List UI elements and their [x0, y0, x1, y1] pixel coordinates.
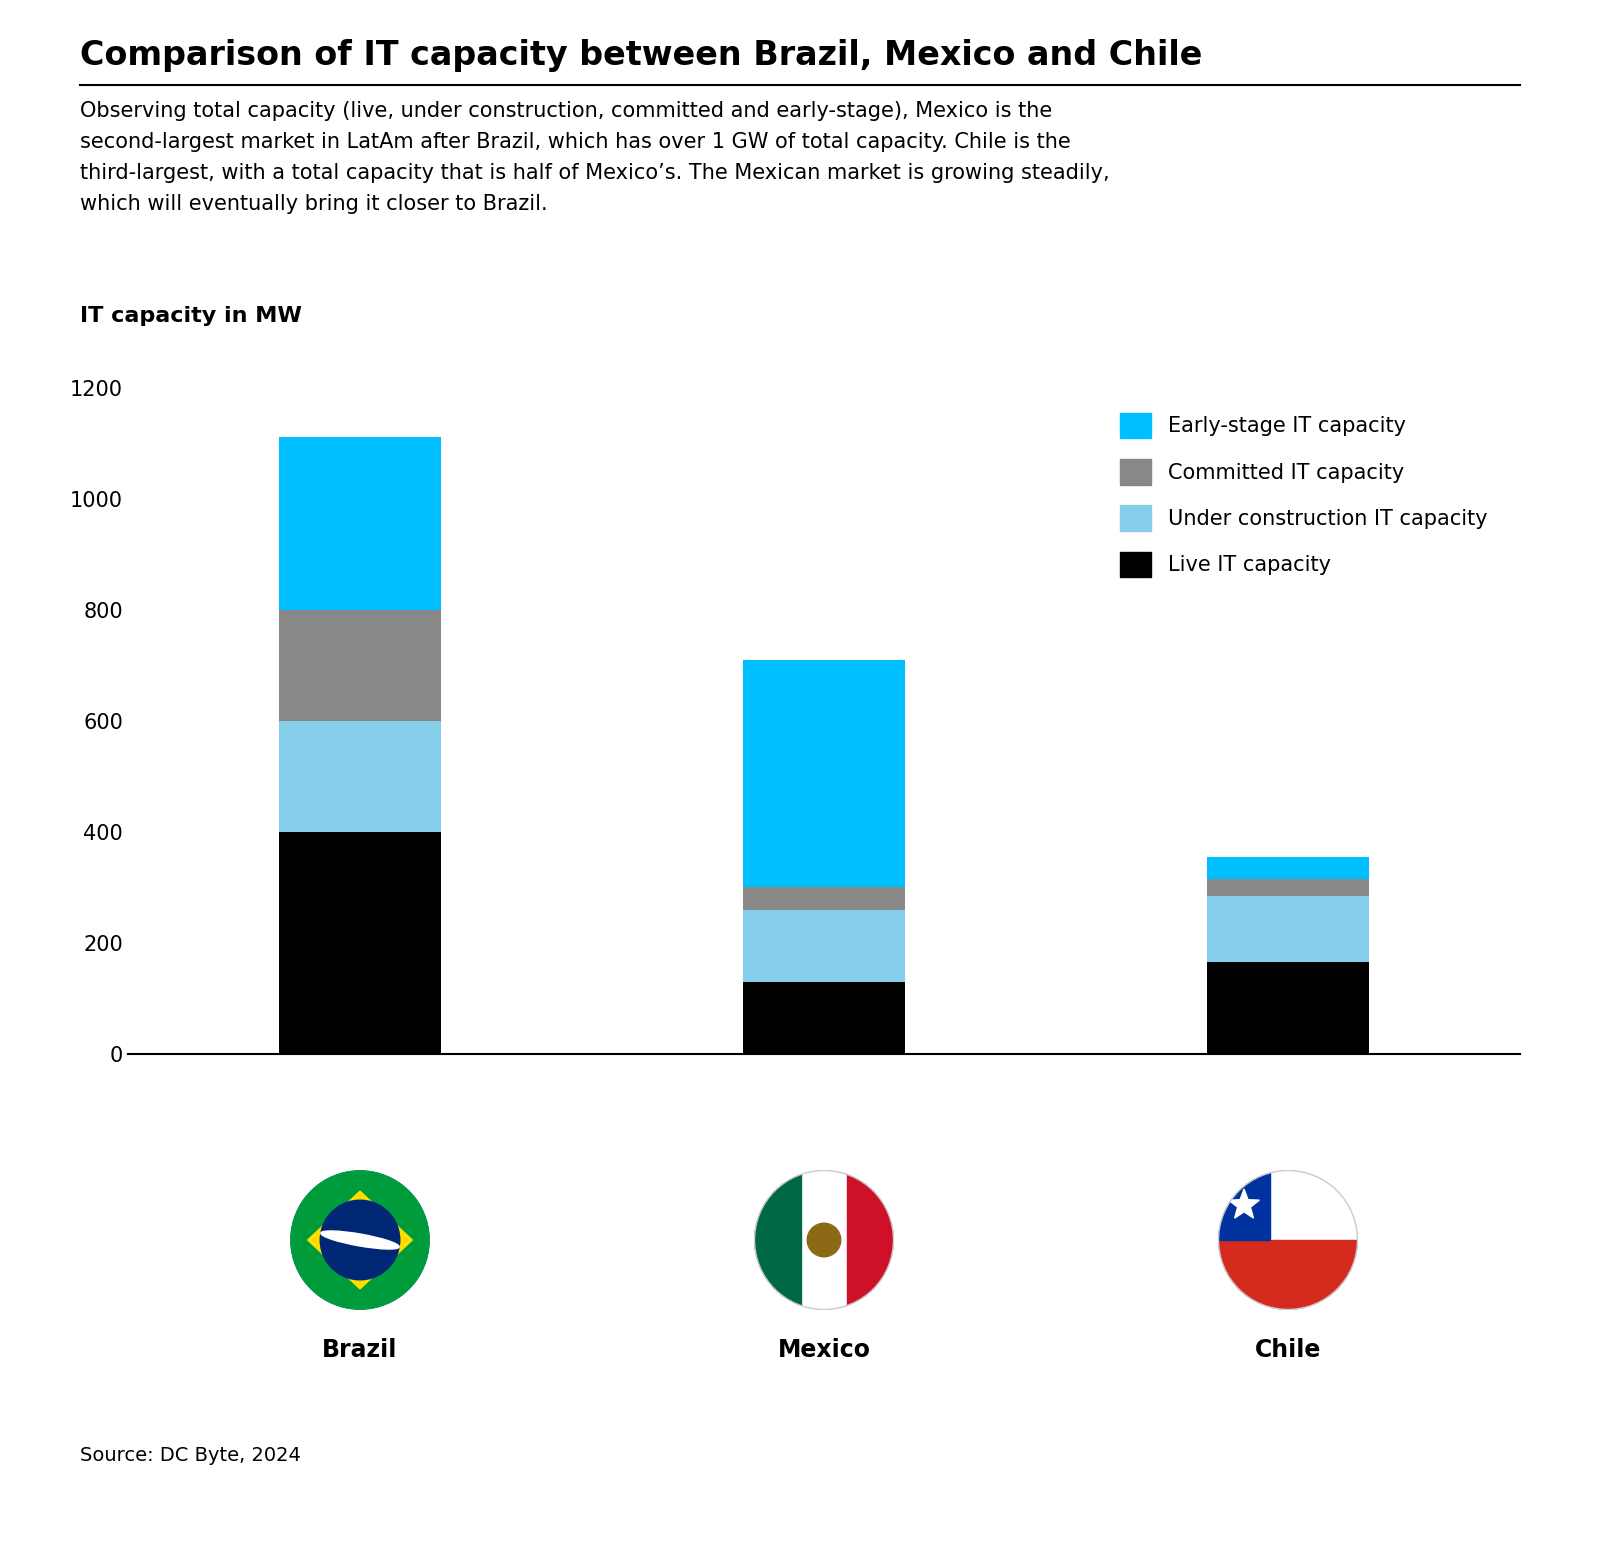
- Circle shape: [808, 1223, 840, 1257]
- Legend: Early-stage IT capacity, Committed IT capacity, Under construction IT capacity, : Early-stage IT capacity, Committed IT ca…: [1112, 405, 1496, 586]
- Text: IT capacity in MW: IT capacity in MW: [80, 305, 302, 326]
- Bar: [1218, 1240, 1358, 1310]
- Text: Observing total capacity (live, under construction, committed and early-stage), : Observing total capacity (live, under co…: [80, 101, 1110, 214]
- Circle shape: [290, 1170, 430, 1310]
- Circle shape: [754, 1170, 894, 1310]
- Bar: [278, 437, 442, 609]
- Polygon shape: [1229, 1189, 1259, 1218]
- Text: Chile: Chile: [1254, 1338, 1322, 1361]
- Bar: [1218, 1170, 1270, 1240]
- Bar: [754, 1170, 800, 1310]
- Bar: [742, 887, 906, 910]
- Bar: [278, 609, 442, 721]
- Bar: [1206, 857, 1370, 879]
- Circle shape: [754, 1170, 894, 1310]
- Circle shape: [1218, 1170, 1358, 1310]
- Circle shape: [320, 1200, 400, 1280]
- Text: Brazil: Brazil: [322, 1338, 398, 1361]
- Circle shape: [1218, 1170, 1358, 1310]
- Bar: [278, 832, 442, 1054]
- Ellipse shape: [322, 1231, 398, 1249]
- Bar: [848, 1170, 894, 1310]
- Bar: [278, 721, 442, 832]
- Circle shape: [290, 1170, 430, 1310]
- Text: Source: DC Byte, 2024: Source: DC Byte, 2024: [80, 1446, 301, 1465]
- Bar: [1206, 896, 1370, 963]
- Polygon shape: [307, 1190, 413, 1290]
- Bar: [742, 660, 906, 887]
- Text: Comparison of IT capacity between Brazil, Mexico and Chile: Comparison of IT capacity between Brazil…: [80, 39, 1202, 71]
- Bar: [1206, 963, 1370, 1054]
- Bar: [1206, 879, 1370, 896]
- Bar: [742, 910, 906, 981]
- Bar: [742, 981, 906, 1054]
- Text: Mexico: Mexico: [778, 1338, 870, 1361]
